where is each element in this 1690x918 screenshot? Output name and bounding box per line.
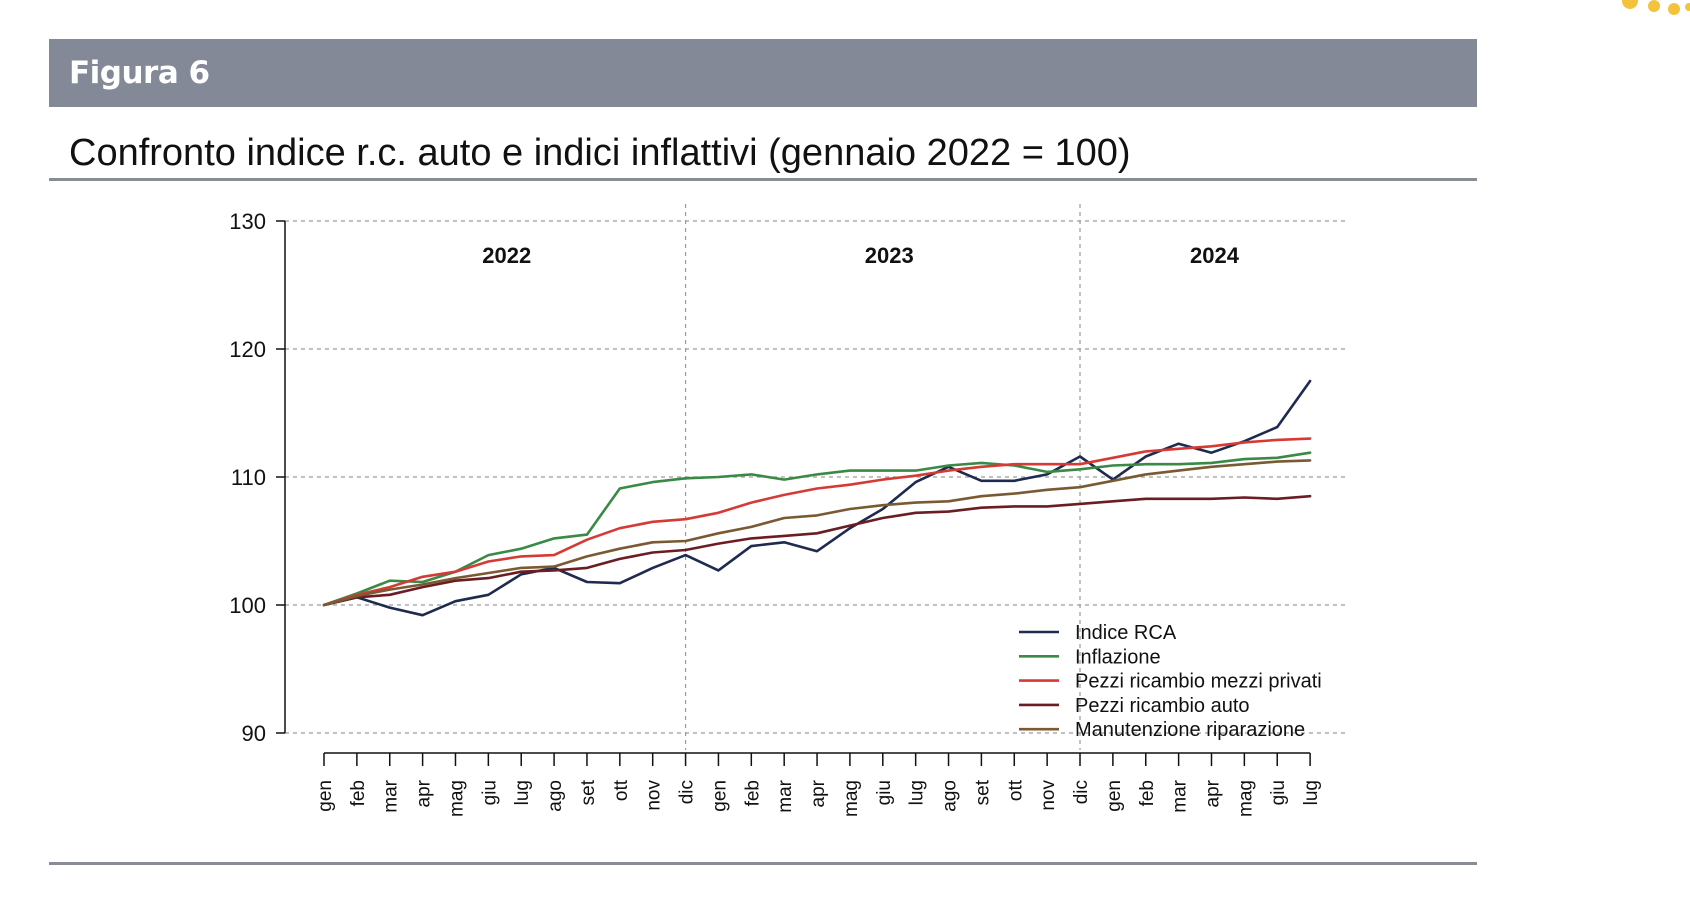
x-tick-label: feb [742,780,763,806]
figure-header-bar: Figura 6 [49,39,1477,107]
x-tick-label: set [578,779,599,805]
x-tick-label: ott [1005,779,1026,801]
year-label: 2024 [1190,243,1240,268]
x-tick-label: mar [381,779,402,812]
x-tick-label: nov [1038,780,1059,811]
x-tick-label: lug [512,780,533,805]
x-tick-label: feb [348,780,369,806]
legend-label: Indice RCA [1075,622,1177,644]
series-line [322,379,1312,617]
x-tick-label: gen [1104,780,1125,812]
x-tick-label: dic [677,780,698,804]
x-tick-label: apr [414,779,435,807]
x-tick-label: feb [1137,780,1158,806]
x-tick-label: gen [709,780,730,812]
x-tick-label: mag [446,780,467,817]
bottom-divider [49,862,1477,865]
x-tick-label: mar [1170,779,1191,812]
legend-label: Pezzi ricambio auto [1075,695,1250,717]
legend-label: Manutenzione riparazione [1075,719,1305,741]
decorative-dot [1622,0,1638,9]
legend-label: Inflazione [1075,646,1161,668]
decorative-dot [1648,0,1660,12]
year-label: 2022 [482,243,531,268]
series-line [322,494,1312,607]
decorative-dots [1622,0,1690,15]
y-tick-label: 110 [231,465,266,490]
series-line [322,459,1312,607]
decorative-dot [1668,3,1680,15]
year-label: 2023 [865,243,914,268]
series-line [322,451,1312,607]
x-tick-label: ott [611,779,632,801]
x-tick-label: mag [841,780,862,817]
grid-lines [285,204,1345,750]
x-tick-label: giu [479,780,500,805]
x-tick-label: lug [907,780,928,805]
x-tick-label: giu [1268,780,1289,805]
x-tick-label: ago [940,780,961,812]
x-tick-label: mag [1235,780,1256,817]
title-divider [49,178,1477,181]
x-tick-label: set [972,779,993,805]
x-tick-label: giu [874,780,895,805]
series-line [322,437,1312,607]
x-tick-label: apr [808,779,829,807]
decorative-dot [1685,3,1690,11]
series-lines [322,379,1312,617]
x-tick-label: ago [545,780,566,812]
x-tick-label: dic [1071,780,1092,804]
x-tick-label: nov [644,780,665,811]
y-tick-label: 120 [229,337,266,362]
legend-label: Pezzi ricambio mezzi privati [1075,671,1322,693]
y-tick-label: 130 [229,209,266,234]
x-tick-label: mar [775,779,796,812]
x-tick-label: gen [315,780,336,812]
year-labels: 2022 2023 2024 [482,243,1239,268]
x-tick-label: apr [1202,779,1223,807]
chart-title: Confronto indice r.c. auto e indici infl… [69,132,1131,174]
x-tick-label: lug [1301,780,1322,805]
y-tick-label: 100 [229,593,266,618]
y-tick-label: 90 [242,721,266,746]
figure-label: Figura 6 [69,55,210,91]
